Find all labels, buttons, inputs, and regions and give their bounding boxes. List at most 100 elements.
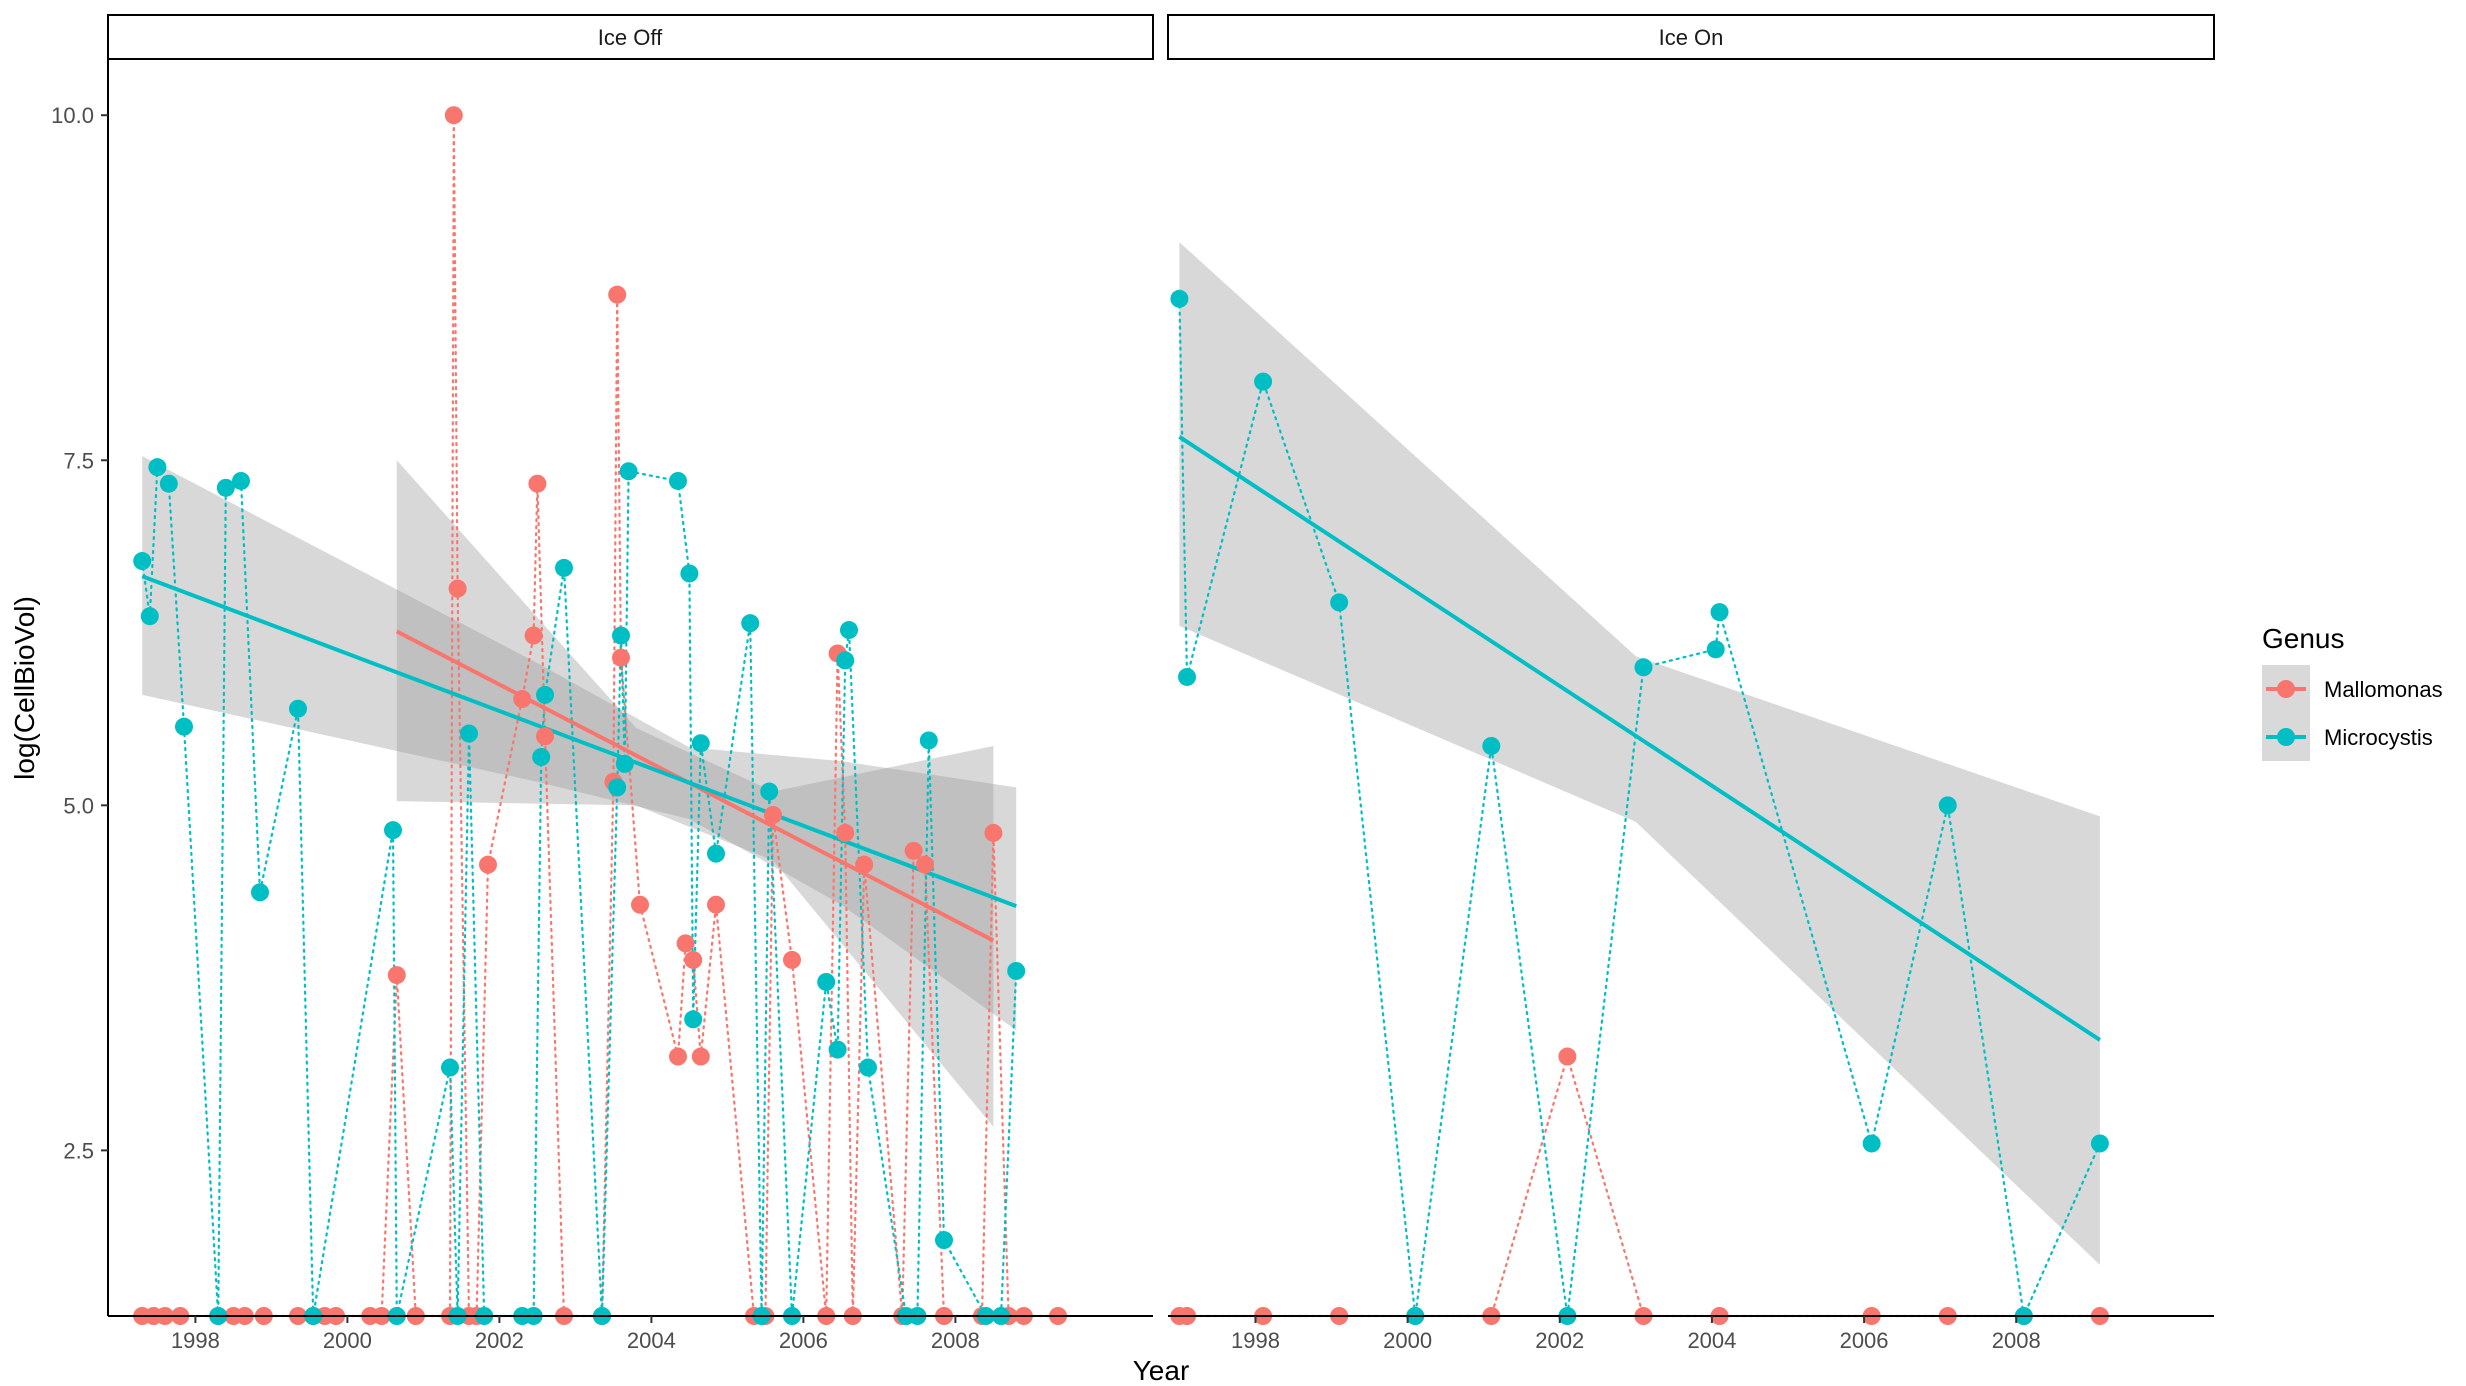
legend-key-dot-mallomonas [2277, 680, 2295, 698]
ice-off-point-microcystis-4 [175, 717, 193, 736]
strip-ice-on [1167, 14, 2215, 60]
ice-off-trend-line-microcystis [141, 574, 1017, 908]
ice-off-x-tick-label-2000: 2000 [323, 1328, 372, 1353]
left-ribbons [142, 456, 1017, 1127]
ice-off-point-microcystis-21 [555, 558, 573, 577]
ice-off-point-microcystis-13 [441, 1058, 459, 1077]
legend-item-mallomonas: Mallomonas [2262, 665, 2443, 713]
ice-off-point-microcystis-47 [1007, 961, 1026, 980]
ice-off-point-microcystis-34 [760, 782, 779, 801]
ice-off-x-tick-label-2004: 2004 [627, 1328, 676, 1353]
right-x-ticks: 1998 2000 2002 2004 2006 2008 [1231, 1316, 2041, 1353]
ice-off-point-mallomonas-24 [528, 474, 547, 493]
ice-off-point-microcystis-15 [460, 724, 478, 743]
ice-on-confidence-band-microcystis [1179, 242, 2100, 1265]
ice-off-point-microcystis-24 [612, 626, 630, 645]
right-ribbons [1179, 242, 2100, 1265]
right-points [1170, 289, 2109, 1325]
y-ticks: 2.5 5.0 7.5 10.0 [51, 103, 108, 1163]
ice-on-point-microcystis-7 [1634, 658, 1653, 677]
ice-off-point-microcystis-19 [532, 748, 551, 767]
ice-off-connecting-line-microcystis [141, 463, 1018, 1318]
ice-off-point-microcystis-9 [289, 699, 307, 718]
ice-off-point-microcystis-44 [935, 1231, 953, 1250]
ice-on-point-microcystis-11 [1938, 796, 1957, 815]
ice-off-point-microcystis-20 [536, 685, 554, 704]
legend: Genus Mallomonas Microcystis [2262, 623, 2443, 761]
ice-on-connecting-line-microcystis [1178, 297, 2101, 1320]
ice-off-point-microcystis-1 [140, 607, 159, 626]
ice-on-x-tick-label-2002: 2002 [1535, 1328, 1584, 1353]
ice-on-point-microcystis-13 [2090, 1134, 2109, 1153]
ice-off-point-microcystis-43 [919, 731, 938, 750]
ice-off-point-microcystis-11 [384, 821, 402, 840]
ice-on-point-mallomonas-6 [1558, 1047, 1577, 1066]
ice-off-point-mallomonas-14 [387, 966, 406, 985]
legend-item-microcystis: Microcystis [2262, 713, 2433, 761]
y-axis-title: log(CellBioVol) [9, 596, 40, 780]
strip-label-ice-off: Ice Off [598, 25, 663, 50]
strip-ice-off [107, 14, 1154, 60]
ice-on-point-microcystis-1 [1178, 667, 1197, 686]
ice-off-point-mallomonas-36 [707, 895, 725, 914]
ice-off-point-microcystis-25 [615, 754, 634, 773]
y-tick-label-1: 5.0 [63, 793, 94, 818]
ice-off-point-mallomonas-39 [764, 805, 782, 824]
ice-off-point-mallomonas-21 [479, 855, 497, 874]
ice-off-point-microcystis-30 [691, 734, 710, 753]
ice-off-point-mallomonas-47 [904, 841, 923, 860]
facet-panel-ice-off: Ice Off 1998 2000 2002 2004 2006 2008 2.5 5.0 7… [51, 14, 1154, 1353]
facet-panel-ice-on: Ice On 1998 2000 2002 2004 2006 2008 [1167, 14, 2215, 1353]
ice-on-x-tick-label-2008: 2008 [1992, 1328, 2041, 1353]
ice-off-x-tick-label-2006: 2006 [779, 1328, 828, 1353]
y-tick-label-3: 10.0 [51, 103, 94, 128]
left-x-ticks: 1998 2000 2002 2004 2006 2008 [171, 1316, 980, 1353]
ice-on-point-microcystis-0 [1170, 289, 1189, 308]
ice-off-point-microcystis-8 [251, 883, 269, 902]
ice-on-point-microcystis-2 [1254, 372, 1273, 391]
ice-on-point-microcystis-8 [1706, 640, 1725, 659]
ice-off-point-microcystis-29 [684, 1010, 703, 1029]
ice-off-x-tick-label-2008: 2008 [931, 1328, 980, 1353]
ice-off-point-microcystis-26 [619, 462, 638, 481]
ice-off-confidence-band-mallomonas [396, 460, 994, 1127]
ice-off-point-microcystis-36 [817, 972, 836, 991]
ice-off-point-microcystis-38 [836, 651, 855, 670]
ice-off-point-mallomonas-35 [691, 1047, 710, 1066]
ice-off-point-mallomonas-40 [783, 950, 801, 969]
ice-off-point-mallomonas-22 [513, 690, 532, 709]
ice-off-point-microcystis-28 [680, 564, 699, 583]
right-trend-lines [1178, 435, 2101, 1042]
ice-on-point-microcystis-10 [1862, 1134, 1881, 1153]
y-tick-label-2: 7.5 [63, 448, 94, 473]
ice-off-point-mallomonas-30 [612, 648, 630, 667]
ice-off-point-mallomonas-51 [984, 823, 1003, 842]
ice-off-point-microcystis-39 [840, 621, 858, 640]
ice-off-point-mallomonas-23 [524, 626, 543, 645]
ice-off-point-mallomonas-29 [608, 285, 627, 304]
ice-on-x-tick-label-1998: 1998 [1231, 1328, 1280, 1353]
ice-on-x-tick-label-2006: 2006 [1840, 1328, 1889, 1353]
ice-on-trend-line-microcystis [1178, 435, 2101, 1042]
ice-off-point-mallomonas-31 [631, 895, 649, 914]
ice-off-point-microcystis-0 [133, 552, 152, 571]
ice-off-point-mallomonas-43 [836, 823, 855, 842]
ice-on-point-microcystis-3 [1330, 593, 1349, 612]
legend-label-microcystis: Microcystis [2324, 725, 2433, 750]
legend-key-dot-microcystis [2277, 728, 2295, 746]
left-trend-lines [141, 574, 1017, 943]
ice-off-point-mallomonas-18 [448, 579, 467, 598]
ice-off-point-mallomonas-32 [669, 1047, 687, 1066]
ice-off-point-mallomonas-17 [444, 106, 463, 125]
ice-off-point-microcystis-37 [828, 1040, 847, 1059]
legend-label-mallomonas: Mallomonas [2324, 677, 2443, 702]
ice-off-point-microcystis-3 [159, 474, 178, 493]
ice-on-x-tick-label-2000: 2000 [1383, 1328, 1432, 1353]
ice-off-point-mallomonas-45 [855, 855, 874, 874]
y-tick-label-0: 2.5 [63, 1138, 94, 1163]
ice-off-point-microcystis-27 [669, 471, 687, 490]
ice-off-point-mallomonas-48 [916, 855, 934, 874]
ice-off-point-mallomonas-33 [676, 934, 695, 953]
left-points [133, 106, 1067, 1325]
